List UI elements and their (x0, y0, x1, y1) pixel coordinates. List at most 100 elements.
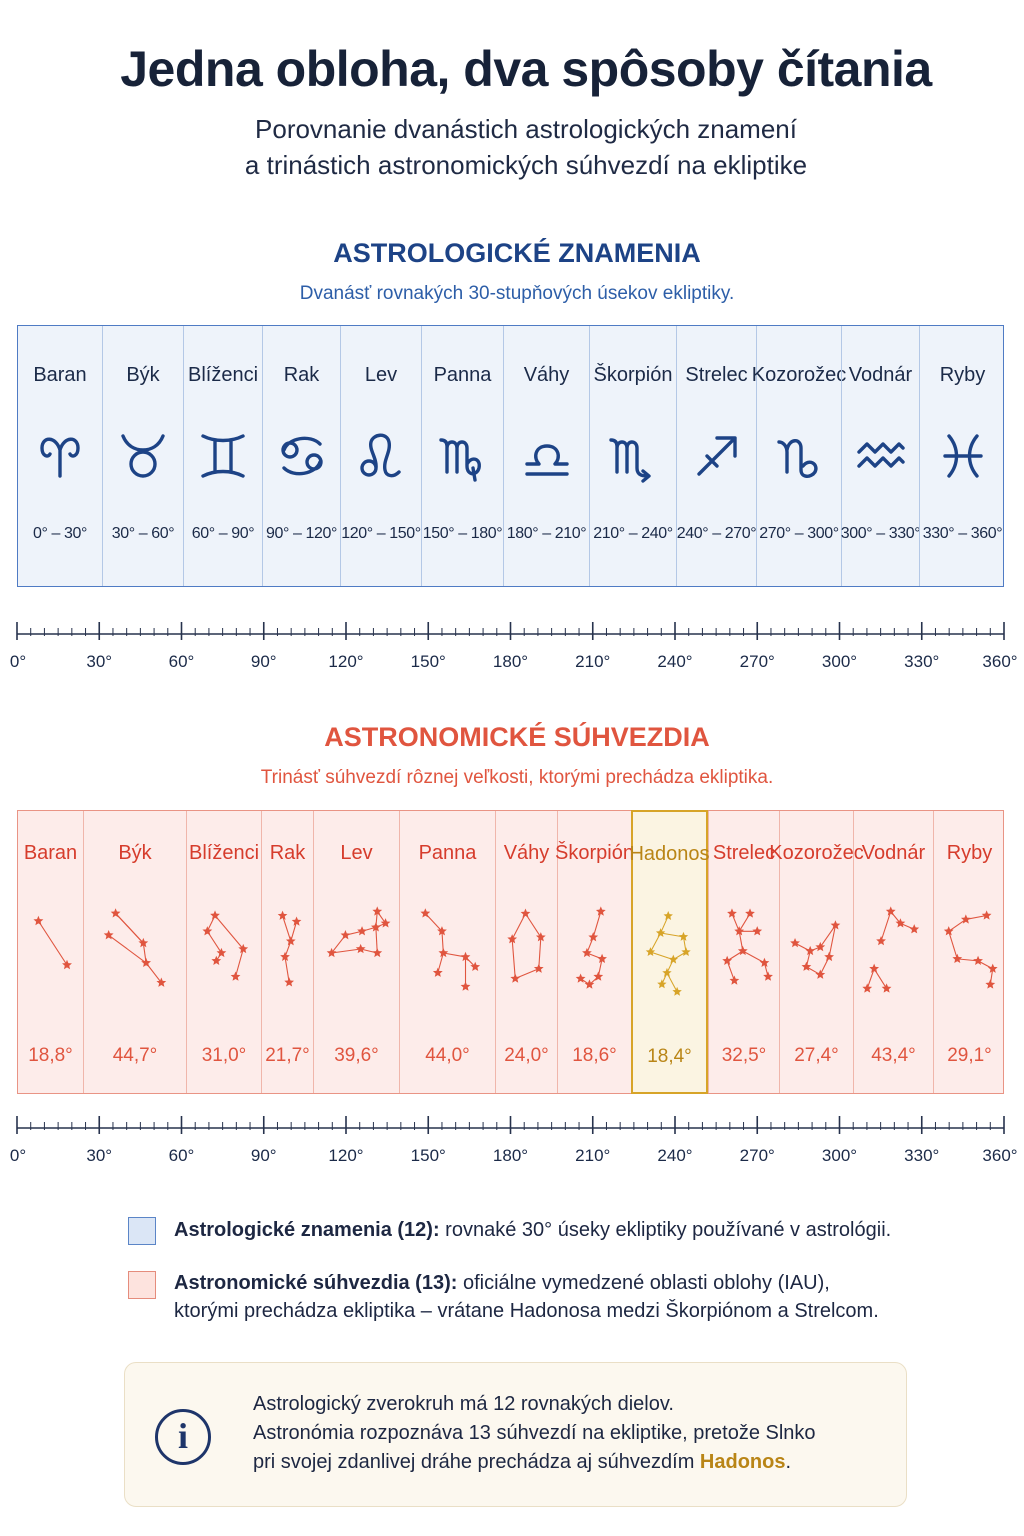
constellation-size: 43,4° (871, 1045, 916, 1066)
sign-range: 30° – 60° (111, 525, 175, 542)
info-line-3: pri svojej zdanlivej dráhe prechádza aj … (253, 1451, 792, 1473)
constellation-name: Kozorožec (769, 842, 864, 864)
info-line-2: Astronómia rozpoznáva 13 súhvezdí na ekl… (253, 1422, 816, 1444)
constellation-column-10: Strelec 32,5° (708, 811, 779, 1093)
page-subtitle-line1: Porovnanie dvanástich astrologických zna… (255, 114, 797, 144)
constellation-column-11: Kozorožec 27,4° (769, 811, 864, 1093)
constellation-figure (400, 896, 495, 1006)
axis-tick-label: 210° (575, 652, 611, 671)
sagittarius-icon (677, 426, 756, 486)
sign-column-9: Strelec 240° – 270° (676, 326, 757, 586)
sign-range: 90° – 120° (265, 525, 338, 542)
constellation-figure (84, 896, 186, 1006)
libra-icon (504, 426, 589, 486)
cancer-icon (263, 426, 340, 486)
axis-tick-label: 150° (410, 1146, 446, 1165)
constellation-column-1: Baran 18,8° (18, 811, 83, 1093)
axis-tick-label: 60° (168, 652, 195, 671)
constellation-size: 44,7° (112, 1045, 158, 1066)
taurus-icon (103, 426, 183, 486)
sign-name: Kozorožec (751, 364, 847, 386)
sign-range: 210° – 240° (593, 525, 673, 542)
sign-column-7: Váhy 180° – 210° (503, 326, 589, 586)
constellation-size: 18,6° (572, 1045, 617, 1066)
constellation-size: 44,0° (425, 1045, 470, 1066)
sign-range: 60° – 90° (191, 525, 255, 542)
sign-column-5: Lev 120° – 150° (340, 326, 421, 586)
axis-tick-label: 0° (9, 1146, 27, 1165)
constellation-column-6: Panna 44,0° (399, 811, 495, 1093)
sign-range: 120° – 150° (341, 525, 421, 542)
axis-tick-label: 180° (492, 1146, 529, 1165)
sign-name: Lev (364, 364, 398, 386)
ecliptic-axis-top: 0° 30° 60° 90° 120° 150° 180° 210° 240° 270° 300° 3… (0, 612, 1024, 692)
astronomy-heading: ASTRONOMICKÉ SÚHVEZDIA (324, 722, 710, 752)
info-box: i Astrologický zverokruh má 12 rovnakých… (124, 1362, 907, 1507)
astrology-signs-panel: Baran 0° – 30° Býk 30° – 60° Blíženci 60° – 9… (17, 325, 1004, 587)
sign-column-10: Kozorožec 270° – 300° (752, 326, 846, 586)
sign-column-2: Býk 30° – 60° (102, 326, 183, 586)
info-icon: i (155, 1409, 211, 1465)
axis-line (16, 622, 1005, 640)
constellation-column-13: Ryby 29,1° (933, 811, 1005, 1093)
axis-tick-label: 240° (657, 1146, 693, 1165)
sign-name: Blíženci (187, 364, 259, 386)
constellation-figure (187, 896, 261, 1006)
sign-column-3: Blíženci 60° – 90° (183, 326, 262, 586)
scorpio-icon (590, 426, 676, 486)
legend-astronomy-label: Astronomické súhvezdia (13): (174, 1272, 458, 1294)
sign-range: 180° – 210° (506, 525, 587, 542)
constellation-figure (854, 896, 933, 1006)
axis-tick-label: 90° (250, 652, 277, 671)
constellation-column-7: Váhy 24,0° (495, 811, 557, 1093)
axis-tick-label: 360° (982, 1146, 1018, 1165)
constellation-size: 31,0° (201, 1045, 247, 1066)
axis-tick-label: 300° (821, 652, 858, 671)
sign-name: Škorpión (593, 364, 673, 386)
sign-name: Ryby (939, 364, 986, 386)
sign-name: Strelec (685, 364, 748, 386)
constellation-name: Panna (418, 842, 477, 864)
legend-astrology-label: Astrologické znamenia (12): (174, 1219, 440, 1241)
sign-column-4: Rak 90° – 120° (262, 326, 340, 586)
constellation-name: Škorpión (555, 842, 634, 864)
constellation-column-3: Blíženci 31,0° (186, 811, 261, 1093)
sign-range: 0° – 30° (32, 525, 88, 542)
axis-tick-label: 210° (575, 1146, 611, 1165)
constellation-figure (780, 896, 853, 1006)
sign-column-12: Ryby 330° – 360° (919, 326, 1005, 586)
ecliptic-axis-bottom: 0° 30° 60° 90° 120° 150° 180° 210° 240° 270° 300° 3… (0, 1106, 1024, 1186)
sign-column-1: Baran 0° – 30° (18, 326, 102, 586)
sign-name: Vodnár (848, 364, 913, 386)
sign-name: Baran (33, 364, 87, 386)
astrology-heading: ASTROLOGICKÉ ZNAMENIA (333, 238, 701, 268)
sign-name: Rak (283, 364, 320, 386)
constellation-name: Býk (118, 842, 152, 864)
constellation-figure (934, 896, 1005, 1006)
sign-name: Panna (433, 364, 492, 386)
legend-astronomy-text: oficiálne vymedzené oblasti oblohy (IAU)… (457, 1272, 830, 1294)
sign-column-8: Škorpión 210° – 240° (589, 326, 676, 586)
constellation-figure (709, 896, 779, 1006)
constellation-column-8: Škorpión 18,6° (555, 811, 634, 1093)
axis-tick-label: 30° (86, 1146, 113, 1165)
axis-tick-label: 90° (250, 1146, 277, 1165)
constellation-figure (496, 896, 557, 1006)
page-subtitle-line2: a trinástich astronomických súhvezdí na … (244, 150, 808, 180)
sign-name: Váhy (523, 364, 570, 386)
leo-icon (341, 426, 421, 486)
axis-tick-label: 300° (821, 1146, 858, 1165)
axis-tick-label: 30° (86, 652, 113, 671)
sign-column-11: Vodnár 300° – 330° (841, 326, 921, 586)
sign-range: 330° – 360° (922, 525, 1003, 542)
constellation-figure (633, 897, 706, 1007)
constellation-name: Váhy (503, 842, 550, 864)
constellation-size: 32,5° (721, 1045, 767, 1066)
constellation-column-2: Býk 44,7° (83, 811, 186, 1093)
gemini-icon (184, 426, 262, 486)
legend-astrology-text: rovnaké 30° úseky ekliptiky používané v … (439, 1219, 892, 1241)
axis-tick-label: 330° (904, 652, 940, 671)
axis-tick-label: 120° (328, 652, 364, 671)
axis-tick-label: 180° (492, 652, 529, 671)
axis-tick-label: 120° (328, 1146, 364, 1165)
